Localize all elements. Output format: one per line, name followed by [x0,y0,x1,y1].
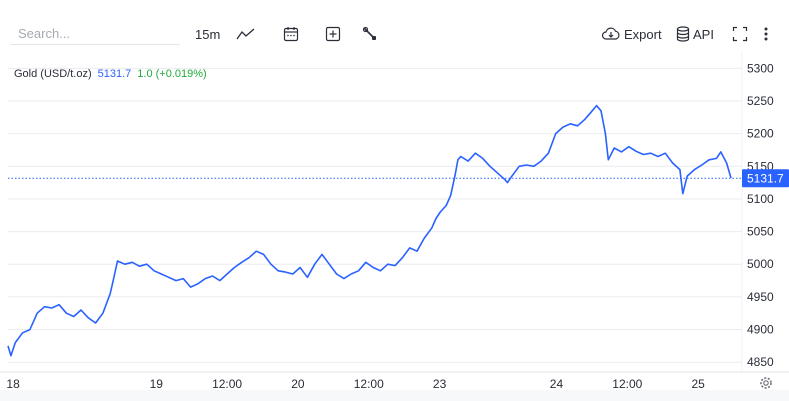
wrench-icon [362,26,378,42]
last-price-badge [742,169,789,188]
x-tick-label: 12:00 [354,377,384,391]
more-button[interactable] [763,22,769,46]
interval-selector[interactable]: 15m [195,22,220,46]
y-tick-label: 5200 [747,127,774,141]
x-tick-label: 19 [150,377,164,391]
interval-label: 15m [195,26,221,42]
calendar-icon [283,26,299,42]
y-tick-label: 5100 [747,192,774,206]
y-tick-label: 5250 [747,94,774,108]
plus-box-icon [325,26,341,42]
y-tick-label: 5300 [747,61,774,75]
x-tick-label: 24 [550,377,564,391]
x-tick-label: 23 [433,377,447,391]
y-tick-label: 5000 [747,257,774,271]
drawing-tools-button[interactable] [362,22,378,46]
y-tick-label: 4950 [747,290,774,304]
x-tick-label: 18 [6,377,20,391]
x-tick-label: 12:00 [612,377,642,391]
price-series-line [7,104,732,357]
y-tick-label: 4900 [747,323,774,337]
search-input[interactable] [10,22,180,45]
api-label: API [693,26,714,42]
api-button[interactable]: API [676,22,714,46]
y-tick-label: 5050 [747,225,774,239]
chart-settings-button[interactable] [759,376,773,395]
gear-icon [759,377,773,394]
fullscreen-icon [732,26,748,42]
legend-last-price: 5131.7 [97,68,132,80]
legend-symbol: Gold (USD/t.oz) [14,68,92,80]
legend-change: 1.0 (+0.019%) [137,68,207,80]
fullscreen-button[interactable] [732,22,748,46]
compare-button[interactable] [325,22,341,46]
x-tick-label: 20 [291,377,305,391]
date-range-button[interactable] [283,22,299,46]
line-type-button[interactable] [236,22,256,46]
more-vertical-icon [763,26,769,42]
cloud-download-icon [601,27,621,41]
line-chart-icon [236,27,256,41]
price-chart[interactable]: 4850490049505000505051005150520052505300… [0,52,789,401]
bottom-strip [0,390,789,401]
x-tick-label: 12:00 [212,377,242,391]
export-button[interactable]: Export [601,22,662,46]
chart-legend: Gold (USD/t.oz) 5131.7 1.0 (+0.019%) [14,68,207,80]
last-price-badge-text: 5131.7 [747,172,784,186]
x-tick-label: 25 [691,377,705,391]
y-tick-label: 4850 [747,355,774,369]
toolbar: 15m Export API [0,0,789,52]
export-label: Export [624,26,662,42]
database-icon [676,26,690,42]
